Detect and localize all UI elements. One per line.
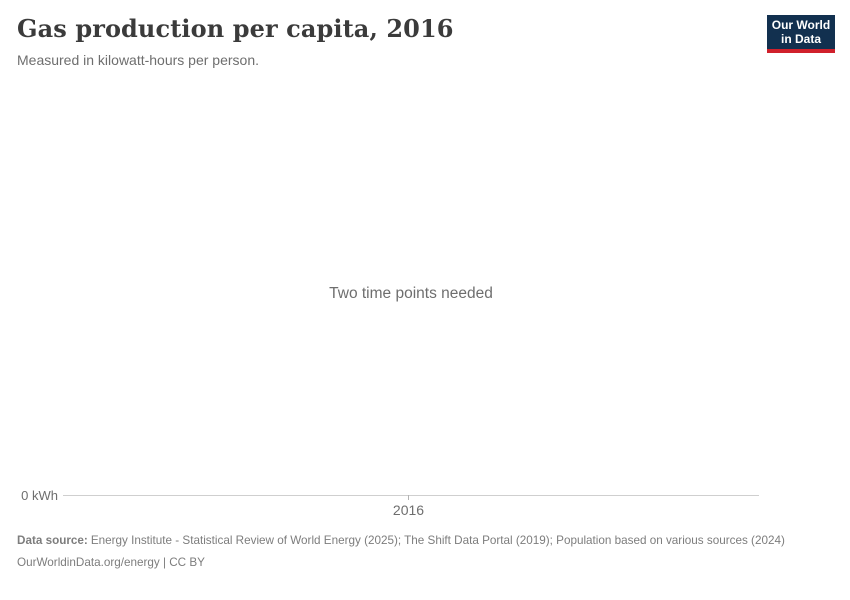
chart-subtitle: Measured in kilowatt-hours per person.: [17, 52, 260, 68]
x-axis-year-label: 2016: [392, 502, 425, 518]
data-source-line: Data source: Energy Institute - Statistic…: [17, 533, 818, 548]
chart-footer: Data source: Energy Institute - Statistic…: [17, 533, 818, 570]
owid-logo-line2: in Data: [780, 32, 821, 46]
chart-title: Gas production per capita, 2016: [17, 14, 454, 43]
y-axis-zero-label: 0 kWh: [21, 488, 58, 503]
x-axis-tick-mark: [408, 495, 409, 500]
data-source-label: Data source:: [17, 534, 88, 547]
data-source-text: Energy Institute - Statistical Review of…: [90, 534, 785, 547]
x-axis-line: [63, 495, 759, 496]
empty-state-message: Two time points needed: [329, 285, 493, 302]
owid-logo-line1: Our World: [771, 18, 831, 32]
owid-logo[interactable]: Our World in Data: [767, 15, 835, 53]
citation-line: OurWorldinData.org/energy | CC BY: [17, 556, 205, 569]
